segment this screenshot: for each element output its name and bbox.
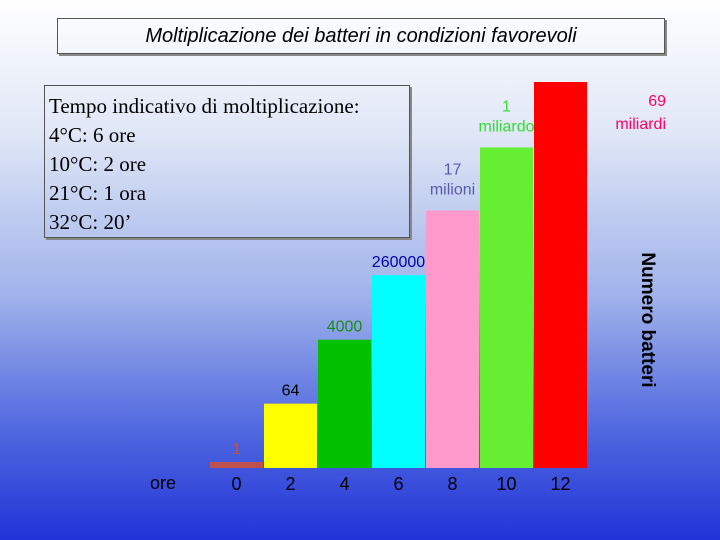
value-label: 1 miliardo xyxy=(478,98,534,135)
x-tick-label: 0 xyxy=(231,474,241,494)
value-label: 260000 xyxy=(372,254,425,271)
value-label: 4000 xyxy=(327,319,363,336)
multiplication-time-info: Tempo indicativo di moltiplicazione: 4°C… xyxy=(44,85,410,238)
y-axis-label: Numero batteri xyxy=(637,252,658,388)
x-tick-label: 6 xyxy=(393,474,403,494)
bar-0h xyxy=(210,462,263,468)
bar-12h xyxy=(534,82,587,468)
x-axis-label: ore xyxy=(150,473,176,493)
x-tick-label: 12 xyxy=(550,474,570,494)
info-line: Tempo indicativo di moltiplicazione: xyxy=(49,94,360,118)
value-label: 69 miliardi xyxy=(615,93,666,133)
bar-8h xyxy=(426,210,479,468)
x-tick-label: 10 xyxy=(496,474,516,494)
info-line: 32°C: 20’ xyxy=(49,210,132,234)
info-line: 4°C: 6 ore xyxy=(49,123,136,147)
value-label: 1 xyxy=(232,441,241,458)
info-line: 21°C: 1 ora xyxy=(49,181,147,205)
x-tick-label: 4 xyxy=(339,474,349,494)
value-label: 17 milioni xyxy=(430,162,475,199)
value-label: 64 xyxy=(282,383,300,400)
x-tick-label: 2 xyxy=(285,474,295,494)
bar-2h xyxy=(264,403,317,468)
info-line: 10°C: 2 ore xyxy=(49,152,147,176)
bar-10h xyxy=(480,147,533,468)
bar-4h xyxy=(318,339,371,468)
bar-6h xyxy=(372,275,425,468)
chart-title: Moltiplicazione dei batteri in condizion… xyxy=(57,18,665,54)
x-tick-label: 8 xyxy=(447,474,457,494)
